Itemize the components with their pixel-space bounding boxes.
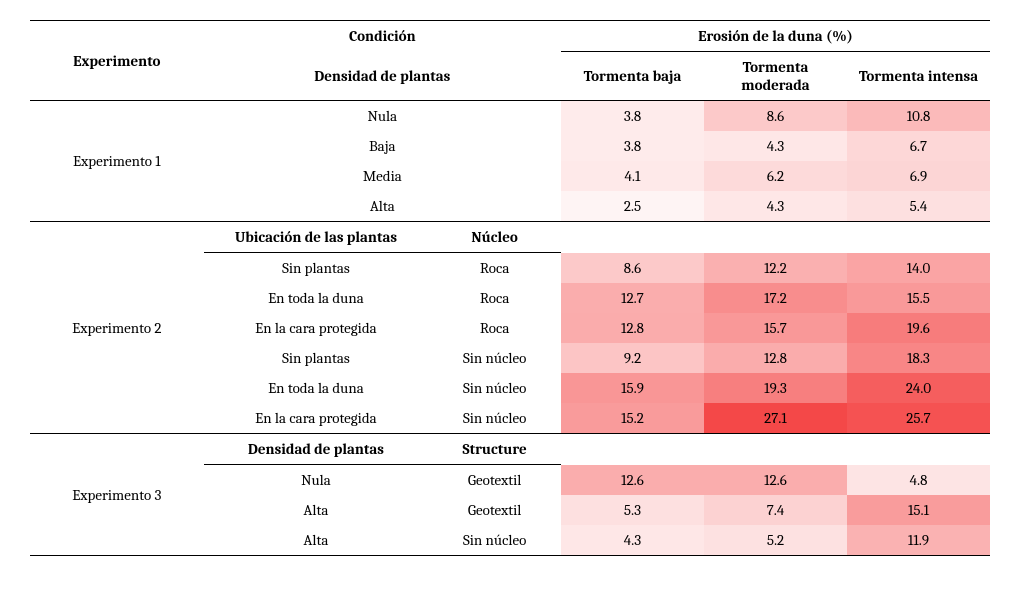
heat-cell: 12.6	[704, 465, 847, 496]
heat-cell: 18.3	[847, 343, 990, 373]
exp2-name: Experimento 2	[30, 222, 204, 434]
heat-cell: 4.8	[847, 465, 990, 496]
heat-cell: 24.0	[847, 373, 990, 403]
table-cond: Alta	[204, 191, 561, 222]
table-cond: Baja	[204, 131, 561, 161]
table-cond: Geotextil	[428, 495, 561, 525]
heat-cell: 12.2	[704, 253, 847, 284]
heat-cell: 15.9	[561, 373, 704, 403]
table-cond: En la cara protegida	[204, 313, 429, 343]
table-cond: Sin núcleo	[428, 525, 561, 556]
heat-cell: 4.1	[561, 161, 704, 191]
exp1-name: Experimento 1	[30, 101, 204, 222]
heat-cell: 17.2	[704, 283, 847, 313]
heat-cell: 12.7	[561, 283, 704, 313]
heat-cell: 11.9	[847, 525, 990, 556]
table-cond: Sin plantas	[204, 253, 429, 284]
heat-cell: 8.6	[561, 253, 704, 284]
table-cond: Sin núcleo	[428, 403, 561, 434]
table-cond: Alta	[204, 495, 429, 525]
heat-cell: 5.4	[847, 191, 990, 222]
exp1-subhead-c1: Densidad de plantas	[204, 52, 561, 101]
table-cond: Nula	[204, 465, 429, 496]
heat-cell: 4.3	[704, 191, 847, 222]
heat-cell: 10.8	[847, 101, 990, 132]
heat-cell: 6.9	[847, 161, 990, 191]
heat-cell: 6.7	[847, 131, 990, 161]
heat-cell: 9.2	[561, 343, 704, 373]
table-cond: Roca	[428, 283, 561, 313]
heat-cell: 15.1	[847, 495, 990, 525]
exp3-subhead-c1: Densidad de plantas	[204, 434, 429, 465]
heat-cell: 25.7	[847, 403, 990, 434]
table-cond: Sin núcleo	[428, 343, 561, 373]
hdr-storm-high: Tormenta intensa	[847, 52, 990, 101]
table-cond: En la cara protegida	[204, 403, 429, 434]
table-cond: En toda la duna	[204, 283, 429, 313]
erosion-table: Experimento Condición Erosión de la duna…	[30, 20, 990, 556]
table-cond: Roca	[428, 313, 561, 343]
heat-cell: 7.4	[704, 495, 847, 525]
heat-cell: 14.0	[847, 253, 990, 284]
exp2-subhead-c1: Ubicación de las plantas	[204, 222, 429, 253]
heat-cell: 3.8	[561, 101, 704, 132]
table-cond: Media	[204, 161, 561, 191]
table-cond: Sin núcleo	[428, 373, 561, 403]
heat-cell: 12.8	[704, 343, 847, 373]
heat-cell: 15.7	[704, 313, 847, 343]
heat-cell: 2.5	[561, 191, 704, 222]
hdr-condition: Condición	[204, 21, 561, 52]
table-cond: Alta	[204, 525, 429, 556]
table-cond: Roca	[428, 253, 561, 284]
table-cond: Geotextil	[428, 465, 561, 496]
heat-cell: 6.2	[704, 161, 847, 191]
heat-cell: 4.3	[561, 525, 704, 556]
hdr-erosion: Erosión de la duna (%)	[561, 21, 990, 52]
heat-cell: 19.6	[847, 313, 990, 343]
hdr-storm-mod: Tormenta moderada	[704, 52, 847, 101]
heat-cell: 8.6	[704, 101, 847, 132]
hdr-experiment: Experimento	[30, 21, 204, 101]
heat-cell: 5.3	[561, 495, 704, 525]
heat-cell: 19.3	[704, 373, 847, 403]
heat-cell: 12.8	[561, 313, 704, 343]
table-cond: Nula	[204, 101, 561, 132]
table-cond: En toda la duna	[204, 373, 429, 403]
heat-cell: 12.6	[561, 465, 704, 496]
heat-cell: 15.2	[561, 403, 704, 434]
heat-cell: 3.8	[561, 131, 704, 161]
heat-cell: 27.1	[704, 403, 847, 434]
heat-cell: 5.2	[704, 525, 847, 556]
exp3-subhead-c2: Structure	[428, 434, 561, 465]
exp2-subhead-c2: Núcleo	[428, 222, 561, 253]
heat-cell: 4.3	[704, 131, 847, 161]
exp3-name: Experimento 3	[30, 434, 204, 556]
table-cond: Sin plantas	[204, 343, 429, 373]
heat-cell: 15.5	[847, 283, 990, 313]
hdr-storm-low: Tormenta baja	[561, 52, 704, 101]
